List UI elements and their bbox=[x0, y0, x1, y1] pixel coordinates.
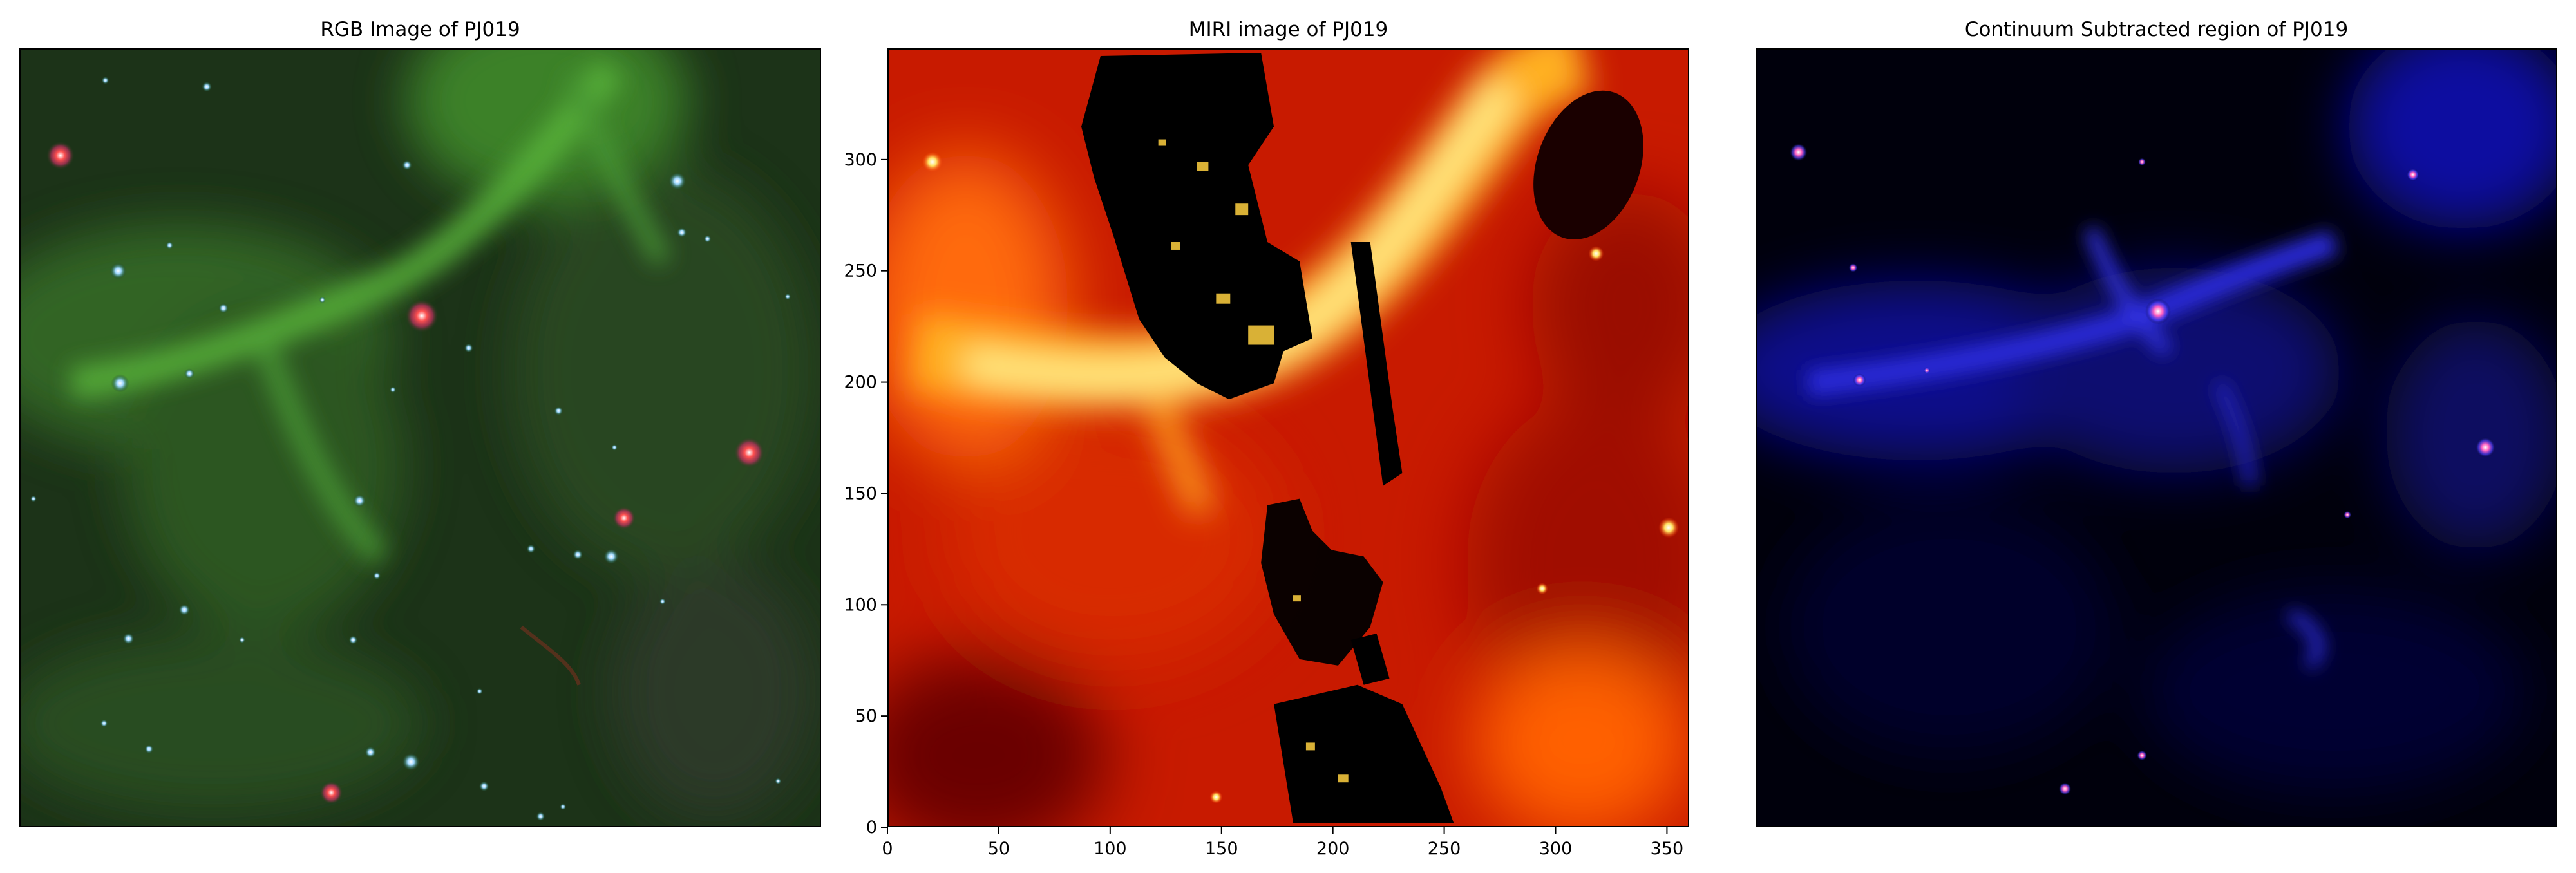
x-tick-label: 200 bbox=[1316, 839, 1350, 859]
y-tick-label: 250 bbox=[844, 261, 877, 281]
rgb-image bbox=[21, 50, 820, 826]
y-tick-label: 0 bbox=[866, 818, 877, 838]
y-tick-label: 50 bbox=[855, 706, 877, 726]
miri-panel-title: MIRI image of PJ019 bbox=[1188, 18, 1388, 41]
y-tick-label: 150 bbox=[844, 483, 877, 503]
x-tick-label: 50 bbox=[988, 839, 1010, 859]
y-tick-label: 300 bbox=[844, 150, 877, 170]
x-tick-label: 300 bbox=[1539, 839, 1573, 859]
miri-mask-region bbox=[1081, 52, 1454, 823]
rgb-image-panel bbox=[19, 48, 821, 827]
x-tick-label: 100 bbox=[1094, 839, 1127, 859]
continuum-panel-title: Continuum Subtracted region of PJ019 bbox=[1964, 18, 2349, 41]
rgb-panel-title: RGB Image of PJ019 bbox=[320, 18, 520, 41]
x-tick-label: 150 bbox=[1205, 839, 1238, 859]
continuum-image-panel bbox=[1756, 48, 2557, 827]
y-tick-label: 200 bbox=[844, 373, 877, 393]
x-tick-label: 350 bbox=[1651, 839, 1684, 859]
x-tick-label: 250 bbox=[1428, 839, 1461, 859]
y-tick-label: 100 bbox=[844, 595, 877, 615]
star-field bbox=[30, 76, 791, 821]
miri-image bbox=[889, 50, 1688, 826]
x-tick-label: 0 bbox=[882, 839, 893, 859]
miri-image-panel bbox=[887, 48, 1689, 827]
continuum-image bbox=[1757, 50, 2556, 826]
